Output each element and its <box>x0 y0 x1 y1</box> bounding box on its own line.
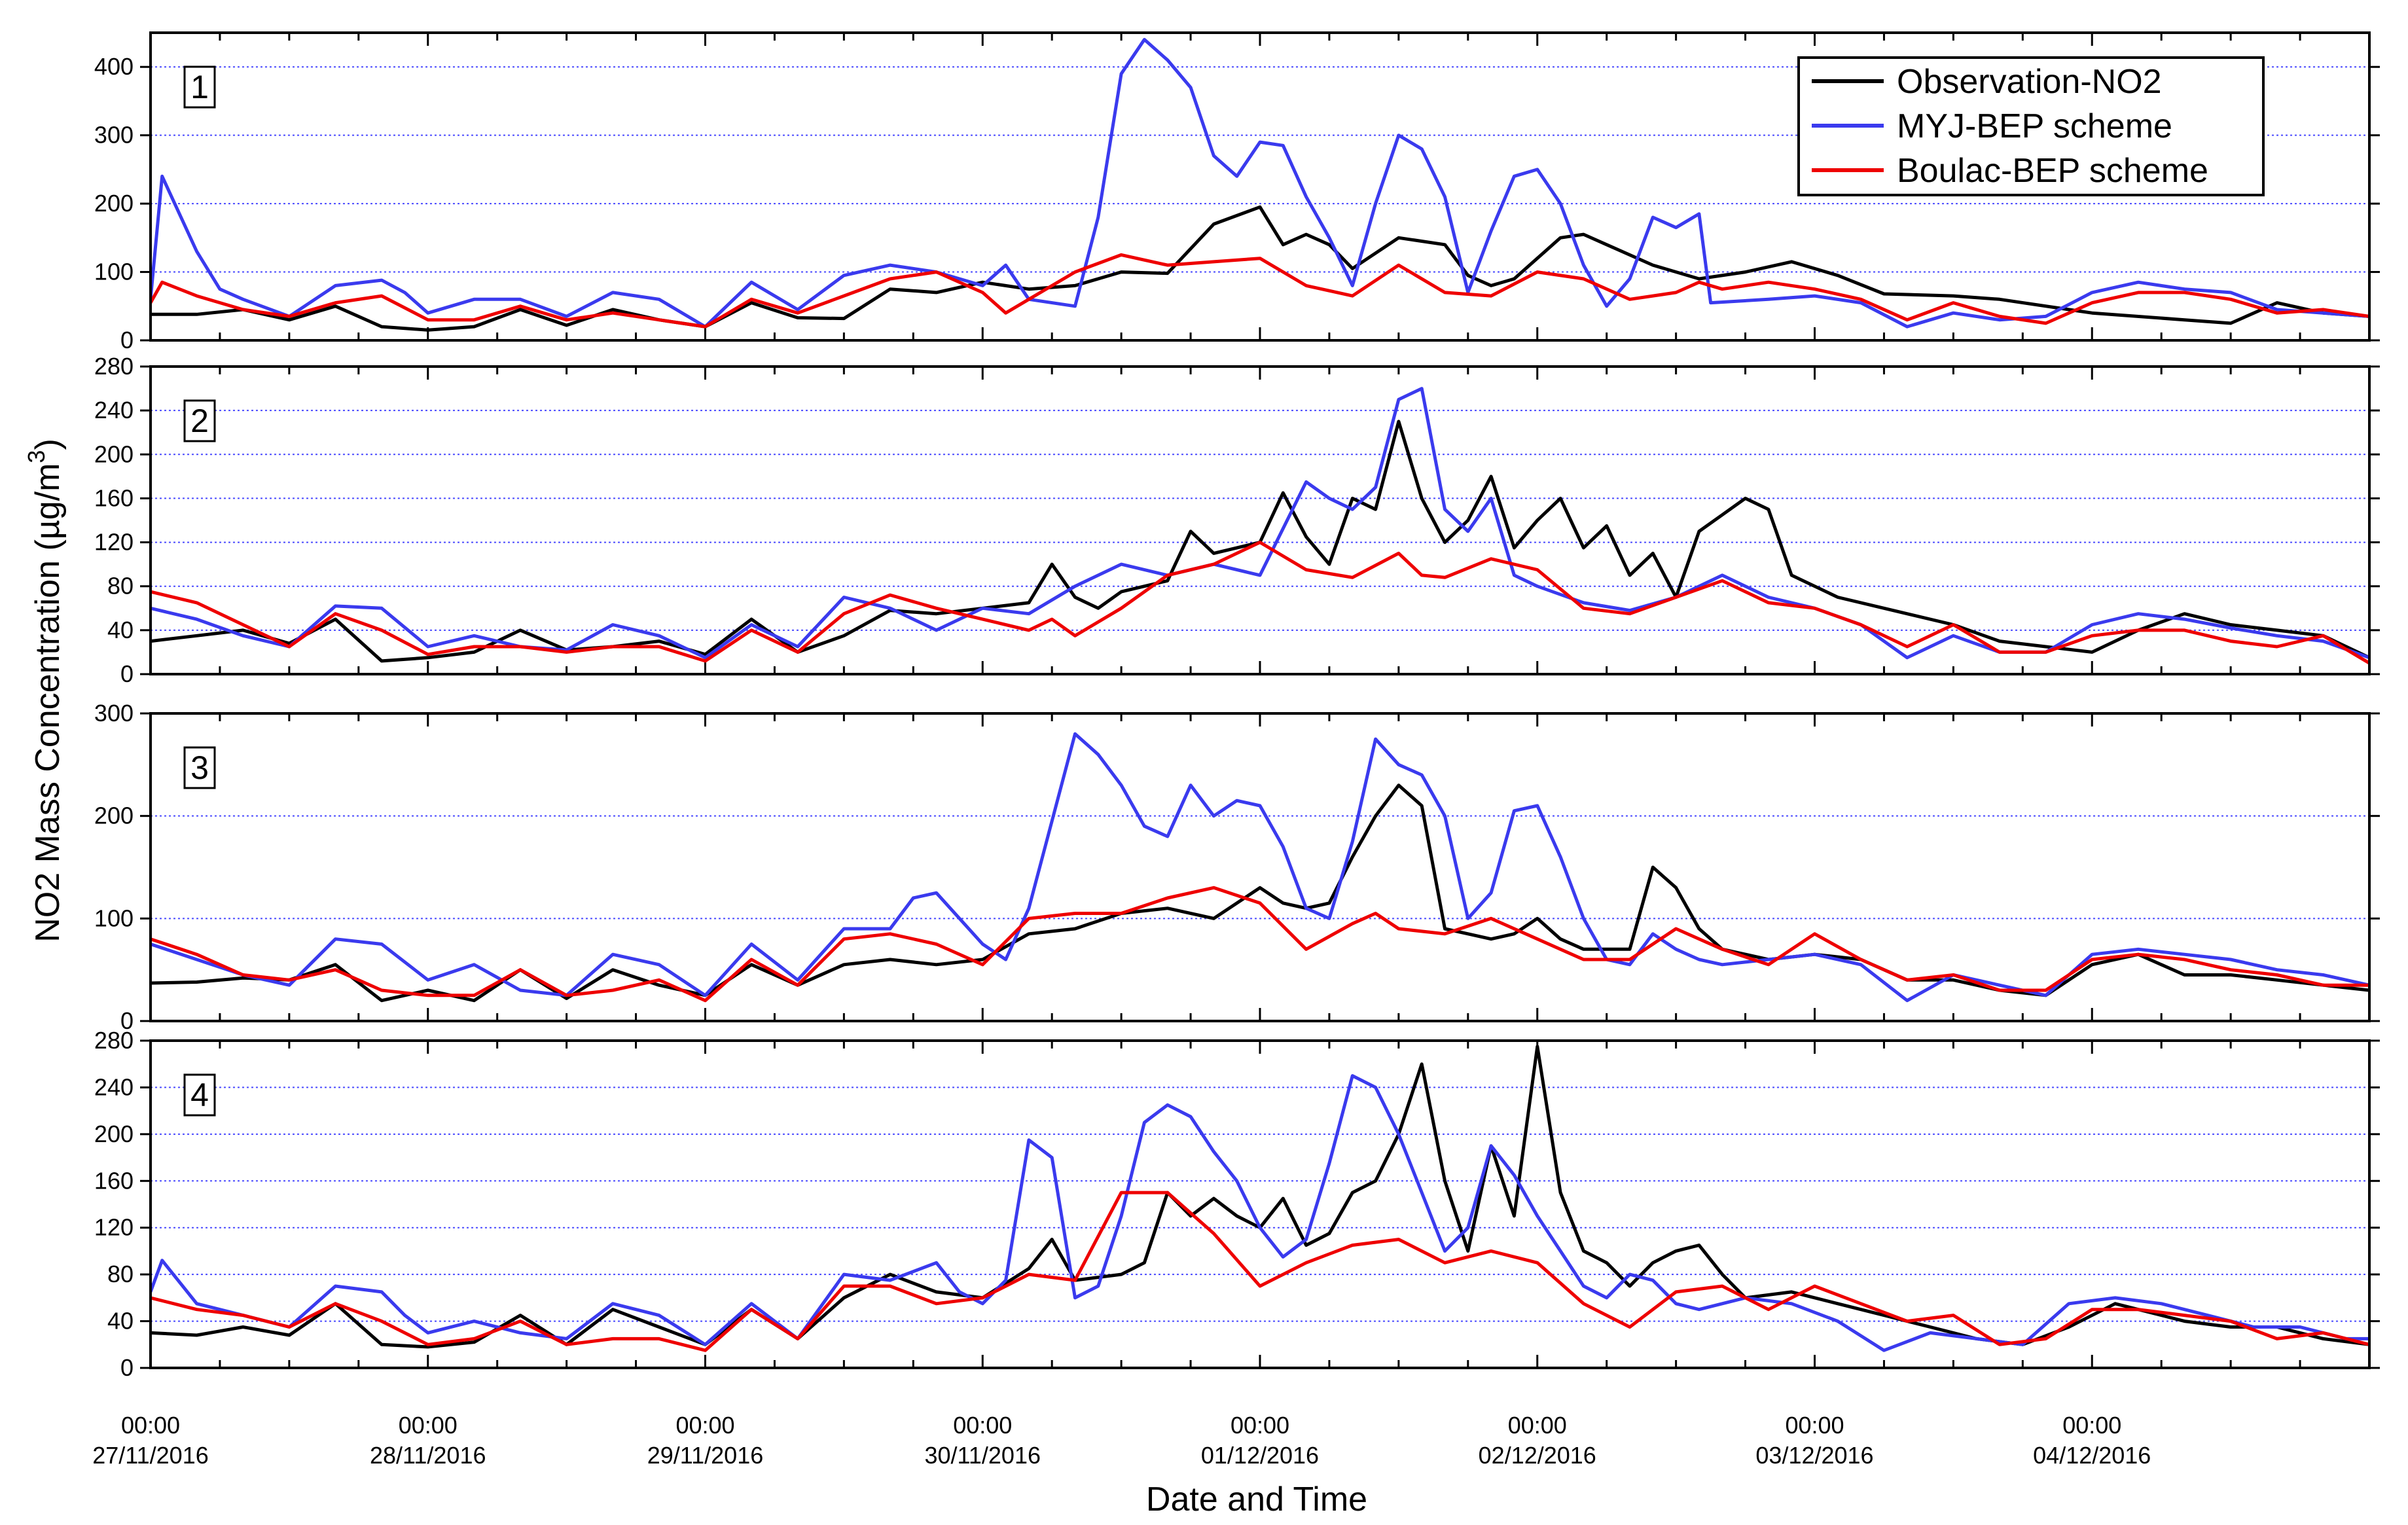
y-axis-title-close: ) <box>29 439 67 450</box>
panel-4-series-boulac <box>151 1191 2369 1352</box>
panel-3-ytick-label-200: 200 <box>94 802 134 829</box>
panel-3-label: 3 <box>190 749 209 786</box>
panel-3-series-boulac <box>151 886 2369 1003</box>
xtick-time-144: 00:00 <box>1785 1412 1844 1439</box>
xtick-date-144: 03/12/2016 <box>1755 1442 1873 1469</box>
panel-1-ytick-label-200: 200 <box>94 190 134 217</box>
xtick-date-72: 30/11/2016 <box>924 1442 1041 1469</box>
panel-4-ytick-label-240: 240 <box>94 1073 134 1100</box>
panel-4-ytick-label-160: 160 <box>94 1167 134 1194</box>
xtick-date-24: 28/11/2016 <box>370 1442 486 1469</box>
panel-4-ytick-label-120: 120 <box>94 1214 134 1241</box>
panel-3: 0 100 200 300 3 <box>94 700 2380 1034</box>
panel-2-label-box <box>183 399 216 442</box>
x-axis-title: Date and Time <box>1146 1480 1367 1518</box>
panel-4-label: 4 <box>190 1077 209 1113</box>
panel-1-frame <box>149 31 2371 342</box>
panel-2-ytick-label-160: 160 <box>94 484 134 511</box>
panel-3-ytick-label-300: 300 <box>94 700 134 727</box>
legend: Observation-NO2 MYJ-BEP scheme Boulac-BE… <box>1797 56 2265 196</box>
panel-2-ytick-label-240: 240 <box>94 397 134 423</box>
panel-1: 0 100 200 300 400 1 <box>94 31 2380 353</box>
panel-1-series-boulac <box>151 253 2369 329</box>
panel-2-ytick-label-120: 120 <box>94 529 134 556</box>
panel-1-ytick-label-100: 100 <box>94 259 134 285</box>
panel-1-series-myj <box>151 37 2369 329</box>
xtick-date-96: 01/12/2016 <box>1201 1442 1319 1469</box>
panel-4-ytick-label-200: 200 <box>94 1121 134 1147</box>
panel-1-label: 1 <box>190 69 209 105</box>
panel-2-frame <box>149 365 2371 675</box>
panel-1-ytick-label-0: 0 <box>120 327 134 353</box>
y-axis-title-text: NO2 Mass Concentration (µg/m <box>29 463 67 942</box>
xtick-time-24: 00:00 <box>399 1412 458 1439</box>
xtick-time-48: 00:00 <box>675 1412 734 1439</box>
panel-2-ytick-label-40: 40 <box>107 617 134 643</box>
panel-1-label-box <box>183 65 216 109</box>
panel-4-ytick-label-40: 40 <box>107 1308 134 1335</box>
panel-2-ytick-label-0: 0 <box>120 660 134 687</box>
xtick-date-0: 27/11/2016 <box>92 1442 209 1469</box>
xtick-date-48: 29/11/2016 <box>647 1442 764 1469</box>
xtick-time-72: 00:00 <box>953 1412 1012 1439</box>
panel-3-series-myj <box>151 732 2369 1003</box>
panel-2: 0 40 80 120 160 200 240 280 2 <box>94 353 2380 687</box>
panel-2-series-observation <box>151 420 2369 663</box>
chart-panels: 0100200300400104080120160200240280201002… <box>94 31 2380 1381</box>
xtick-date-168: 04/12/2016 <box>2033 1442 2151 1469</box>
panel-4-series-observation <box>151 1045 2369 1349</box>
x-axis: 00:00 27/11/2016 00:00 28/11/2016 00:00 29/11… <box>92 1412 2151 1469</box>
panel-3-frame <box>149 712 2371 1022</box>
panel-4-label-box <box>183 1073 216 1117</box>
panel-4-frame <box>149 1039 2371 1369</box>
panel-3-ytick-label-0: 0 <box>120 1007 134 1034</box>
panel-4-ytick-label-0: 0 <box>120 1354 134 1381</box>
y-axis-title-superscript: 3 <box>23 450 50 463</box>
panel-2-ytick-label-80: 80 <box>107 573 134 600</box>
xtick-time-0: 00:00 <box>121 1412 180 1439</box>
panel-2-series-myj <box>151 387 2369 660</box>
panel-1-ytick-label-300: 300 <box>94 122 134 149</box>
panel-4-ytick-label-80: 80 <box>107 1261 134 1287</box>
panel-2-ytick-label-280: 280 <box>94 353 134 380</box>
xtick-time-168: 00:00 <box>2062 1412 2121 1439</box>
legend-label-myj: MYJ-BEP scheme <box>1897 107 2172 145</box>
panel-3-ytick-label-100: 100 <box>94 905 134 931</box>
legend-label-observation: Observation-NO2 <box>1897 63 2162 101</box>
panel-3-label-box <box>183 746 216 789</box>
panel-4-ytick-label-280: 280 <box>94 1027 134 1054</box>
panel-4: 0 40 80 120 160 200 240 280 4 <box>94 1027 2380 1381</box>
legend-label-boulac: Boulac-BEP scheme <box>1897 152 2208 190</box>
panel-1-series-observation <box>151 205 2369 332</box>
xtick-time-120: 00:00 <box>1508 1412 1567 1439</box>
panel-4-series-myj <box>151 1074 2369 1352</box>
y-axis-title: NO2 Mass Concentration (µg/m3) <box>23 439 67 942</box>
panel-2-label: 2 <box>190 403 209 439</box>
panel-2-series-boulac <box>151 541 2369 665</box>
panel-2-ytick-label-200: 200 <box>94 440 134 467</box>
panel-3-series-observation <box>151 783 2369 1003</box>
panel-1-ytick-label-400: 400 <box>94 53 134 80</box>
xtick-time-96: 00:00 <box>1231 1412 1289 1439</box>
xtick-date-120: 02/12/2016 <box>1479 1442 1596 1469</box>
